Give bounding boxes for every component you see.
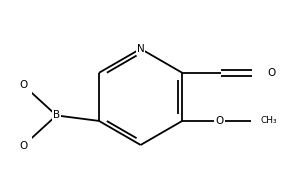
Text: O: O xyxy=(215,116,224,126)
Text: O: O xyxy=(19,80,28,90)
Text: B: B xyxy=(53,110,60,120)
Text: CH₃: CH₃ xyxy=(261,116,277,125)
Text: N: N xyxy=(137,44,145,54)
Text: O: O xyxy=(268,68,276,78)
Text: O: O xyxy=(19,141,28,151)
